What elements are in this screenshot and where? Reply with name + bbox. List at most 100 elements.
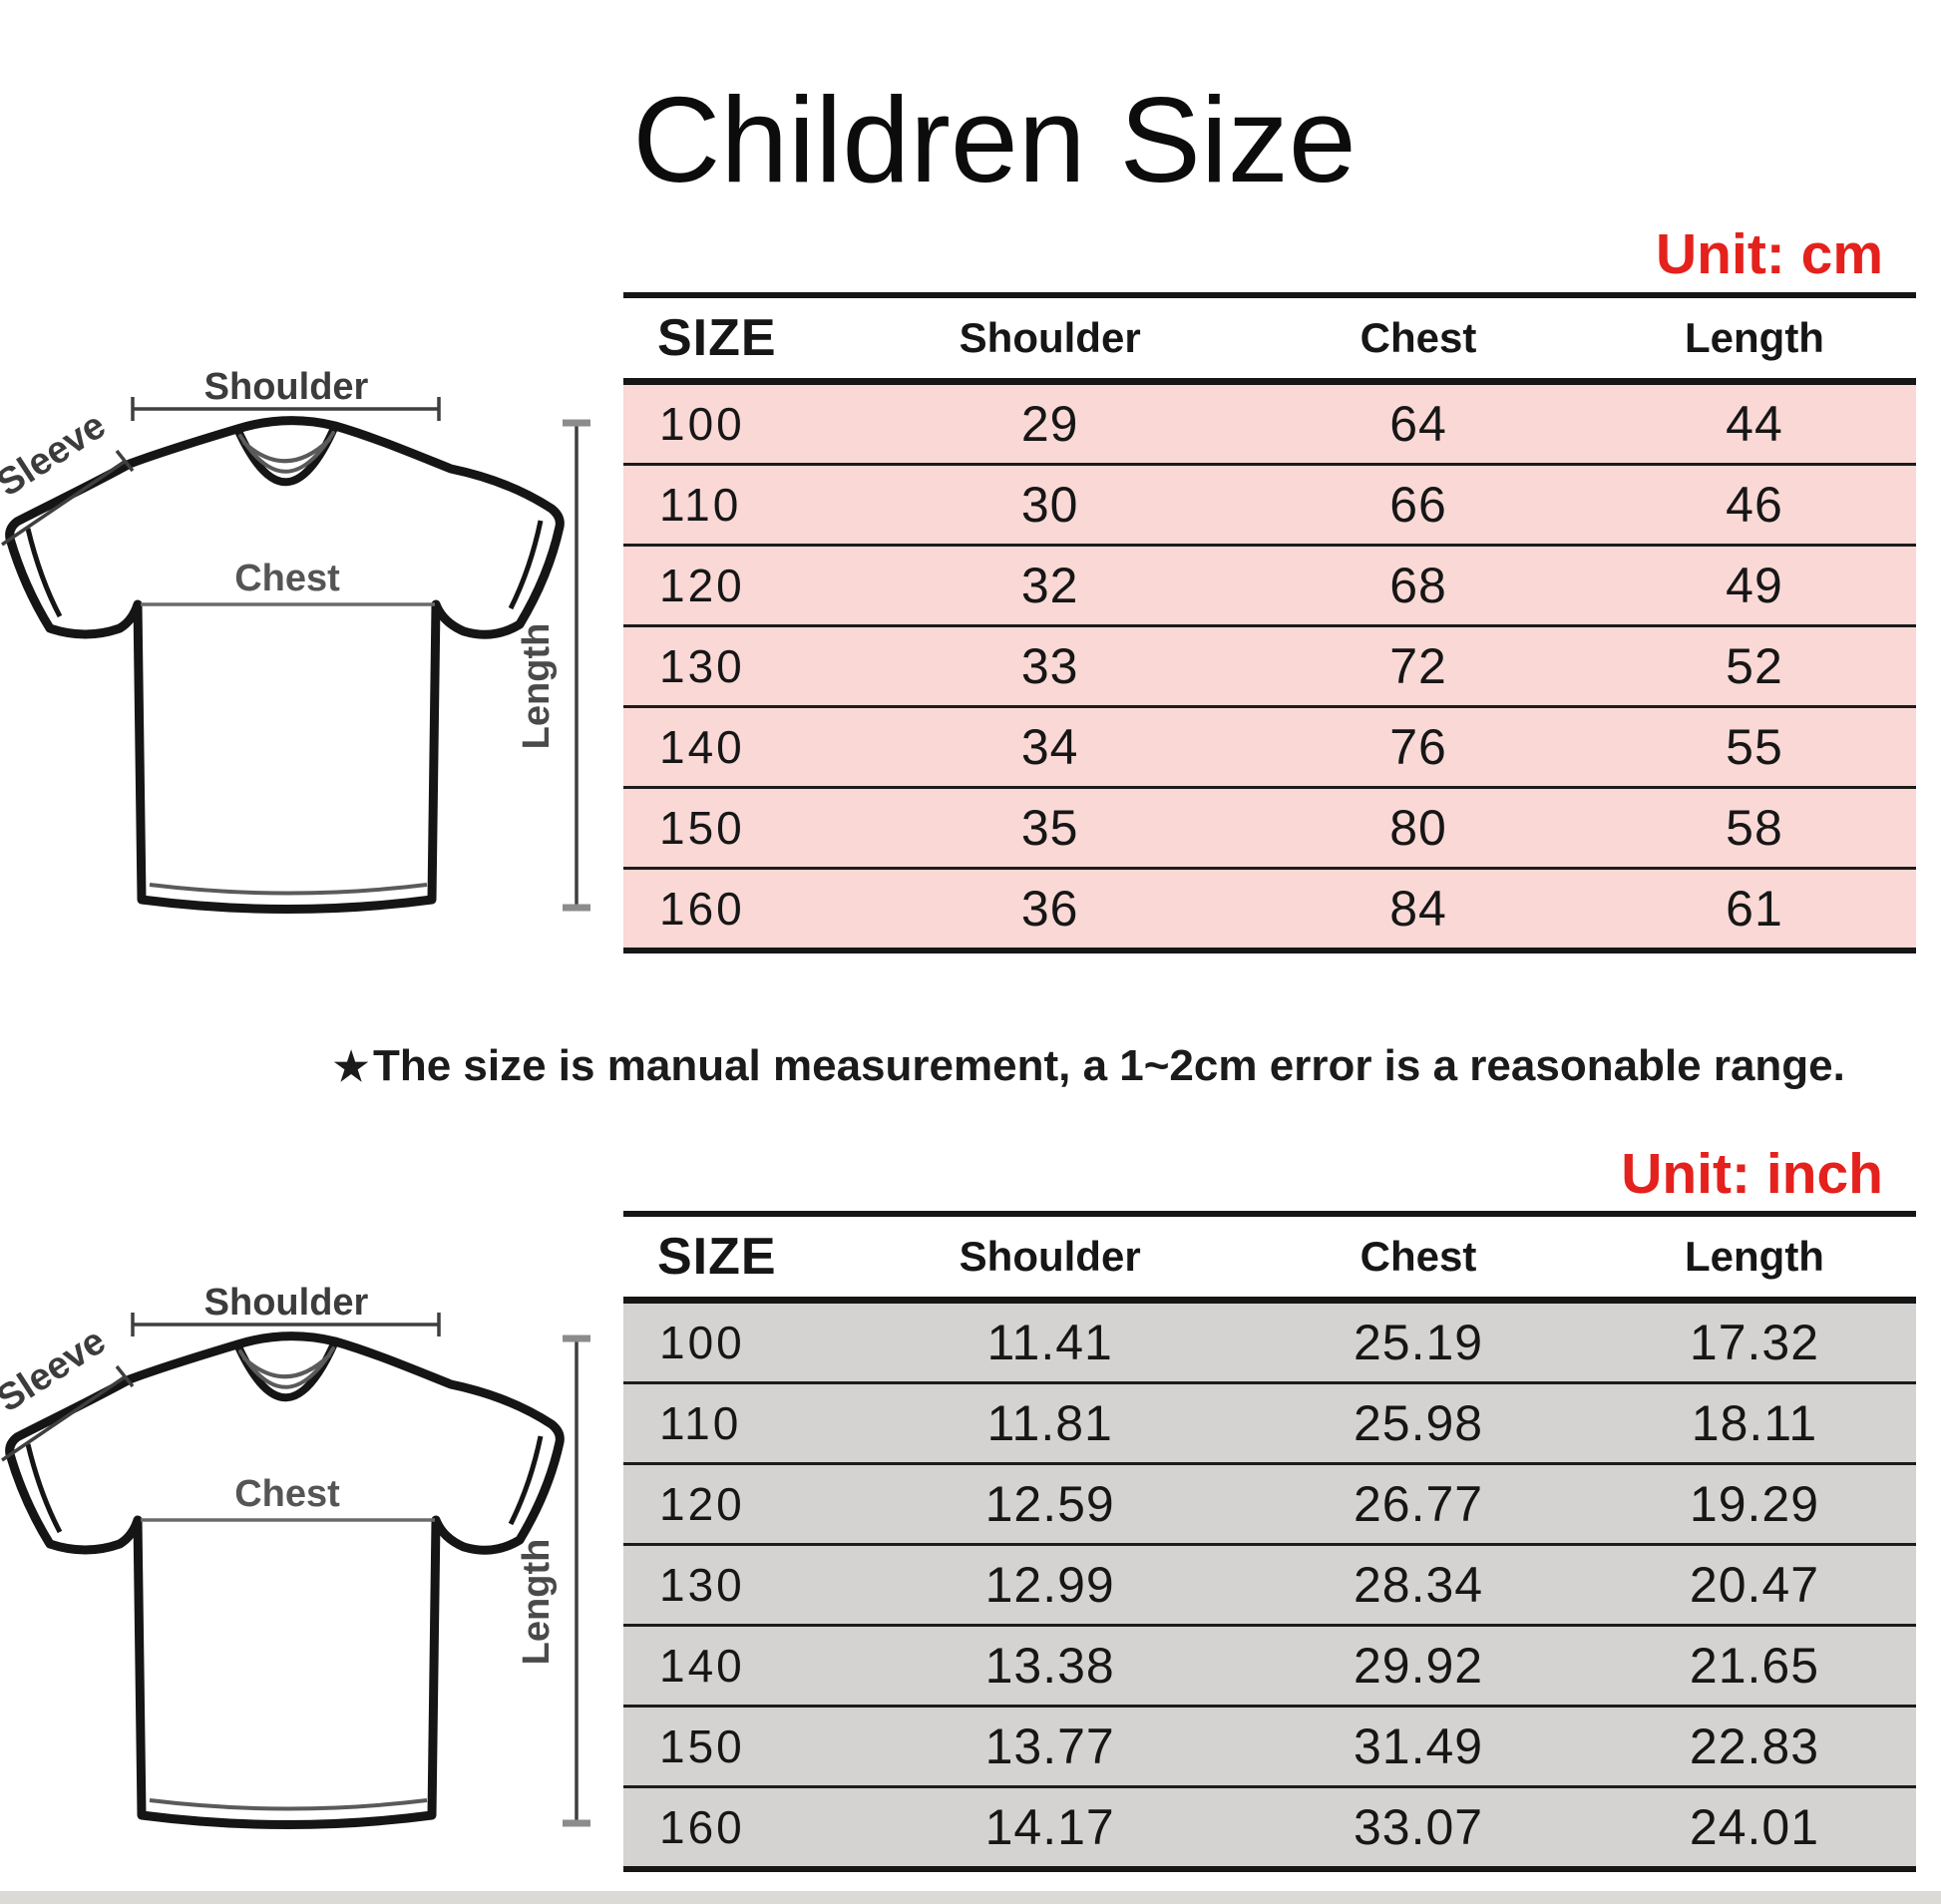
- shoulder-measure-line: [131, 397, 441, 421]
- left-cuff-line: [25, 528, 63, 618]
- size-cell: 150: [659, 802, 745, 854]
- chest-label: Chest: [234, 558, 340, 599]
- header-row: SIZE Shoulder Chest Length: [623, 1214, 1916, 1301]
- length-label: Length: [516, 623, 558, 750]
- tshirt-diagram-cm: Shoulder Sleeve Chest Length: [0, 366, 590, 914]
- shoulder-label: Shoulder: [204, 1282, 369, 1324]
- size-cell: 110: [659, 479, 742, 531]
- measurement-note: ★The size is manual measurement, a 1~2cm…: [333, 1041, 1845, 1091]
- size-table-cm: SIZE Shoulder Chest Length 100 29 64 44 110 3…: [623, 292, 1916, 953]
- table-row: 120 32 68 49: [623, 545, 1916, 626]
- size-cell: 120: [659, 1478, 745, 1530]
- size-cell: 140: [659, 1640, 745, 1692]
- chest-label: Chest: [234, 1473, 340, 1515]
- value-cell: 12.99: [984, 1557, 1115, 1613]
- table-row: 160 36 84 61: [623, 868, 1916, 951]
- column-header-chest: Chest: [1244, 1214, 1593, 1301]
- size-cell: 150: [659, 1720, 745, 1772]
- length-label: Length: [516, 1539, 558, 1666]
- value-cell: 26.77: [1353, 1476, 1484, 1532]
- value-cell: 34: [1020, 719, 1079, 775]
- value-cell: 52: [1726, 638, 1783, 694]
- value-cell: 22.83: [1689, 1718, 1820, 1774]
- value-cell: 76: [1389, 719, 1447, 775]
- value-cell: 13.77: [984, 1718, 1115, 1774]
- collar-inner-arc: [242, 438, 331, 464]
- table-row: 130 33 72 52: [623, 625, 1916, 707]
- value-cell: 29: [1020, 396, 1079, 452]
- value-cell: 12.59: [984, 1476, 1115, 1532]
- unit-label-inch: Unit: inch: [1621, 1142, 1883, 1206]
- size-cell: 130: [659, 1559, 745, 1611]
- table-row: 140 34 76 55: [623, 706, 1916, 788]
- table-row: 110 11.81 25.98 18.11: [623, 1382, 1916, 1464]
- value-cell: 80: [1389, 800, 1447, 856]
- value-cell: 30: [1020, 477, 1079, 533]
- column-header-size: SIZE: [623, 295, 857, 382]
- collar-inner-arc: [242, 1353, 331, 1379]
- table-header-inch: SIZE Shoulder Chest Length: [623, 1214, 1916, 1301]
- sleeve-measure-line: [1, 449, 135, 547]
- size-cell: 160: [659, 1801, 745, 1853]
- right-cuff-line: [508, 1435, 544, 1526]
- value-cell: 35: [1020, 800, 1079, 856]
- value-cell: 84: [1389, 881, 1447, 937]
- value-cell: 72: [1389, 638, 1447, 694]
- left-cuff-line: [25, 1443, 63, 1534]
- size-cell: 140: [659, 721, 745, 773]
- shoulder-label: Shoulder: [204, 366, 369, 408]
- value-cell: 33: [1020, 638, 1079, 694]
- value-cell: 31.49: [1353, 1718, 1484, 1774]
- size-cell: 130: [659, 640, 745, 692]
- table-row: 100 11.41 25.19 17.32: [623, 1300, 1916, 1383]
- size-cell: 110: [659, 1397, 742, 1449]
- table-row: 110 30 66 46: [623, 464, 1916, 546]
- value-cell: 49: [1726, 558, 1783, 613]
- value-cell: 25.98: [1353, 1395, 1484, 1451]
- shirt-outline: [5, 416, 565, 914]
- value-cell: 58: [1726, 800, 1783, 856]
- column-header-length: Length: [1592, 1214, 1916, 1301]
- page-title: Children Size: [632, 72, 1357, 207]
- value-cell: 55: [1726, 719, 1783, 775]
- table-row: 150 13.77 31.49 22.83: [623, 1706, 1916, 1787]
- value-cell: 44: [1726, 396, 1783, 452]
- table-row: 120 12.59 26.77 19.29: [623, 1463, 1916, 1545]
- value-cell: 28.34: [1353, 1557, 1484, 1613]
- tshirt-diagram-inch: Shoulder Sleeve Chest Length: [0, 1282, 590, 1829]
- column-header-chest: Chest: [1244, 295, 1593, 382]
- shirt-outline: [5, 1332, 565, 1829]
- column-header-size: SIZE: [623, 1214, 857, 1301]
- table-body-cm: 100 29 64 44 110 30 66 46 120 32 68 49 130 33 72 52 140 3…: [623, 381, 1916, 951]
- value-cell: 11.81: [986, 1395, 1113, 1451]
- value-cell: 13.38: [984, 1638, 1115, 1694]
- table-row: 160 14.17 33.07 24.01: [623, 1786, 1916, 1869]
- size-cell: 160: [659, 883, 745, 935]
- bottom-edge-strip: [0, 1891, 1941, 1904]
- length-measure-line: [563, 419, 590, 912]
- value-cell: 29.92: [1353, 1638, 1484, 1694]
- column-header-shoulder: Shoulder: [856, 295, 1245, 382]
- value-cell: 36: [1020, 881, 1079, 937]
- hem-inner-line: [149, 883, 428, 896]
- size-cell: 120: [659, 560, 745, 611]
- length-measure-line: [563, 1334, 590, 1827]
- shoulder-measure-line: [131, 1313, 441, 1336]
- table-row: 140 13.38 29.92 21.65: [623, 1625, 1916, 1707]
- table-body-inch: 100 11.41 25.19 17.32 110 11.81 25.98 18.11 120 1…: [623, 1300, 1916, 1869]
- hem-inner-line: [149, 1798, 428, 1811]
- unit-label-cm: Unit: cm: [1656, 222, 1883, 286]
- value-cell: 18.11: [1691, 1395, 1818, 1451]
- value-cell: 11.41: [986, 1315, 1113, 1370]
- size-table-inch: SIZE Shoulder Chest Length 100 11.41 25.19…: [623, 1211, 1916, 1872]
- size-cell: 100: [659, 1317, 745, 1368]
- star-icon: ★: [333, 1045, 369, 1089]
- header-row: SIZE Shoulder Chest Length: [623, 295, 1916, 382]
- note-text: The size is manual measurement, a 1~2cm …: [372, 1041, 1845, 1090]
- value-cell: 25.19: [1353, 1315, 1484, 1370]
- table-row: 150 35 80 58: [623, 787, 1916, 869]
- sleeve-measure-line: [1, 1364, 135, 1462]
- value-cell: 33.07: [1353, 1799, 1484, 1855]
- value-cell: 14.17: [984, 1799, 1115, 1855]
